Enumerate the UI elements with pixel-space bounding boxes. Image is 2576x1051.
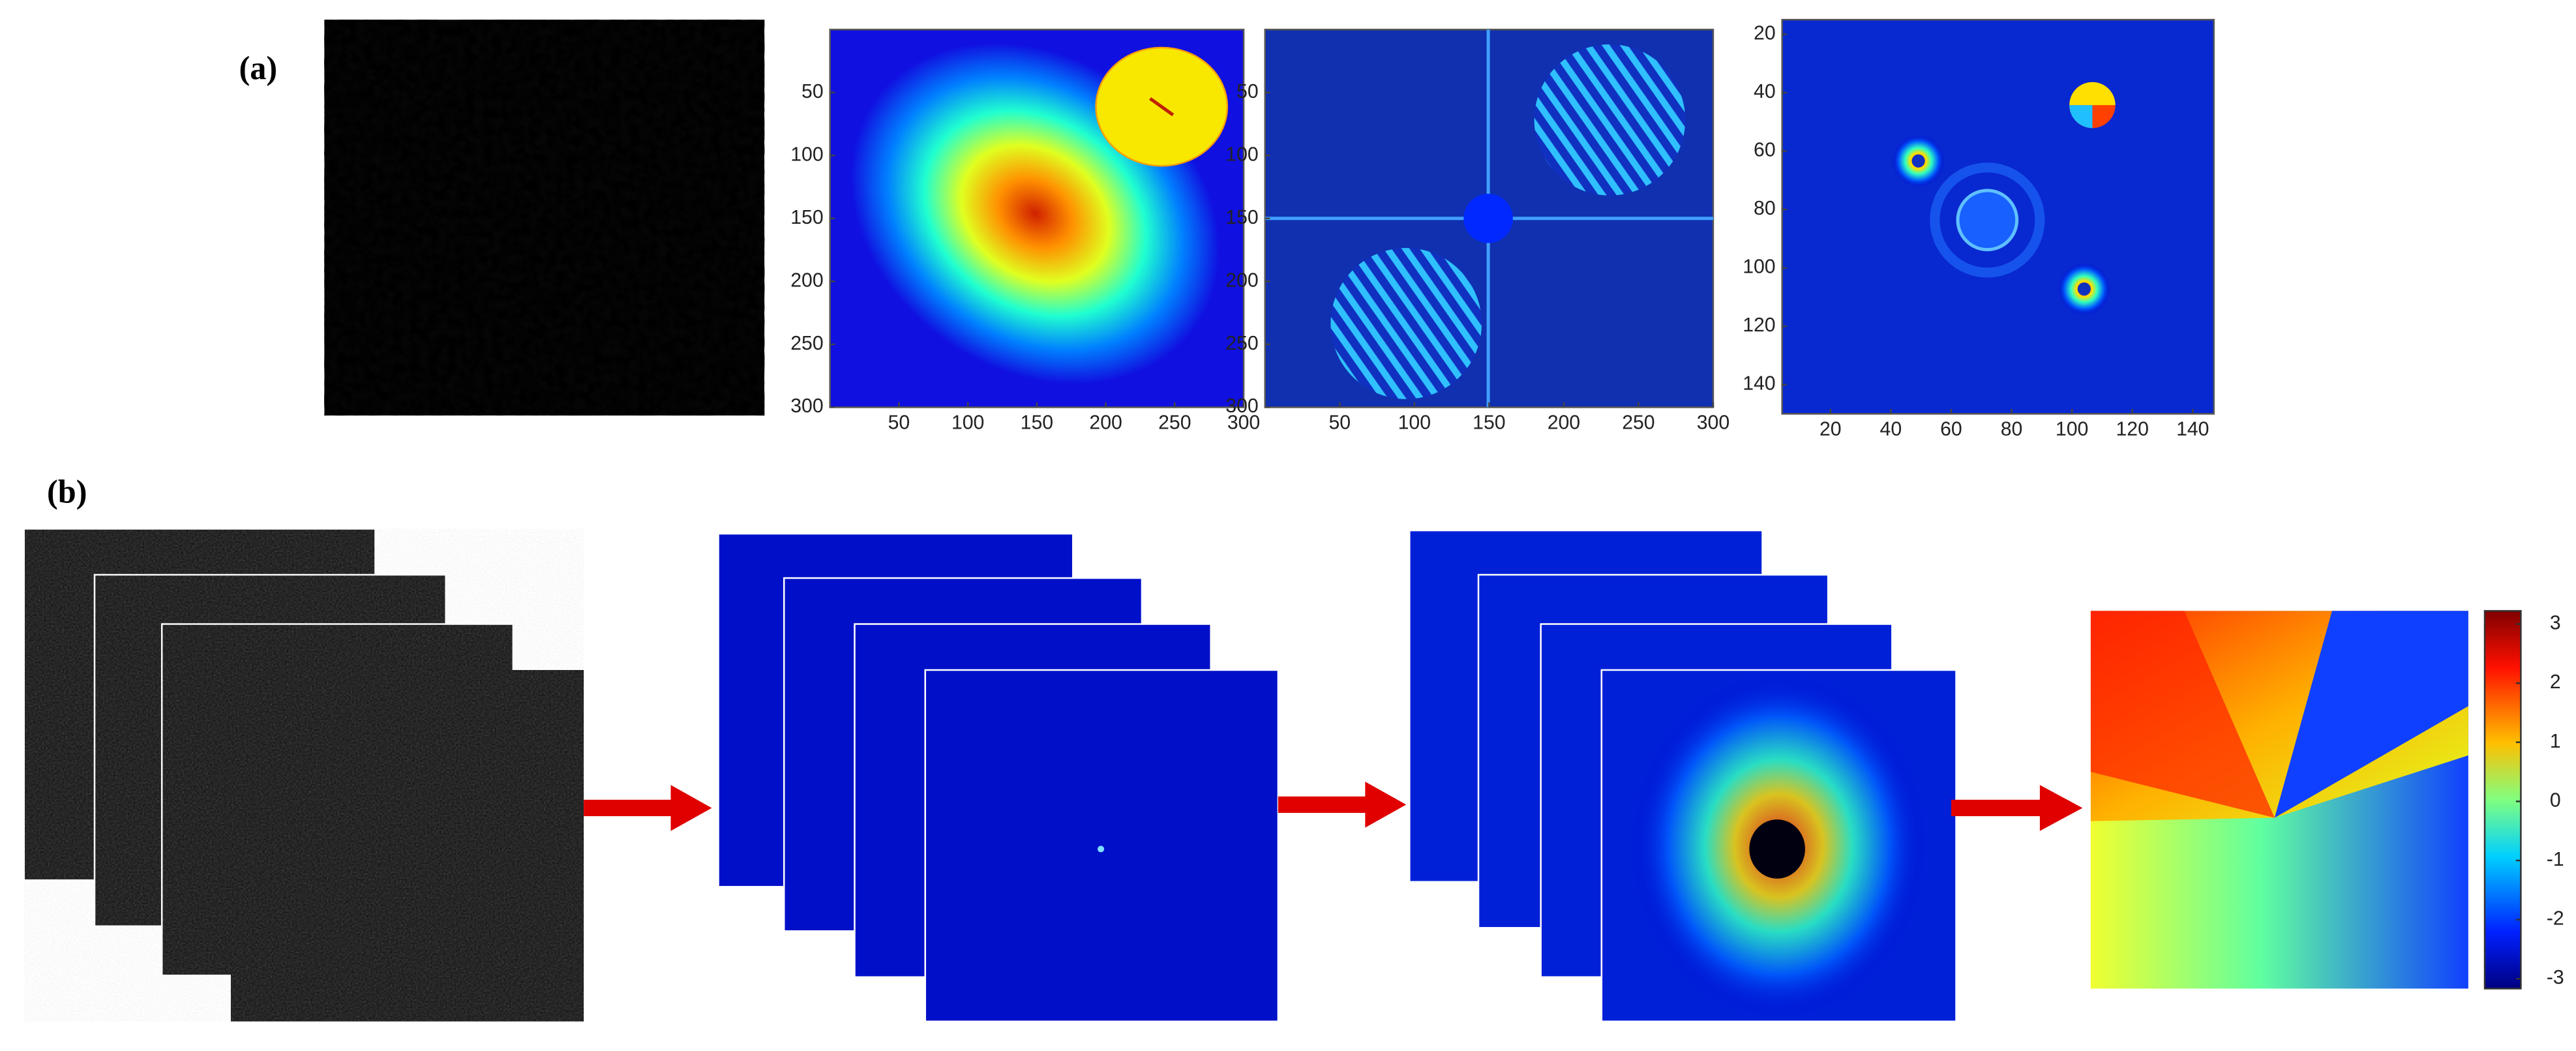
x-tick-label: 40 [1880, 418, 1902, 440]
y-tick-label: 60 [1754, 140, 1776, 161]
y-tick-label: 250 [790, 333, 823, 354]
x-tick-label: 20 [1820, 418, 1842, 440]
arrow [584, 785, 712, 831]
center-block [1463, 194, 1513, 243]
arrow-head [2039, 785, 2083, 831]
x-tick-label: 140 [2176, 418, 2209, 440]
x-tick-label: 80 [2001, 418, 2023, 440]
colorbar-tick-label: 3 [2550, 613, 2561, 634]
center-block [1956, 189, 2019, 252]
y-tick-label: 50 [1236, 81, 1259, 102]
x-tick-label: 300 [1697, 412, 1730, 433]
x-tick-label: 50 [1329, 412, 1351, 433]
x-tick-label: 250 [1622, 412, 1655, 433]
y-tick-label: 200 [790, 269, 823, 291]
colorbar-tick-label: 0 [2550, 789, 2561, 811]
y-tick-label: 250 [1225, 333, 1258, 354]
arrow [1278, 782, 1407, 828]
y-tick-label: 100 [790, 144, 823, 165]
beam-stop [1749, 819, 1805, 879]
colorbar-tick-label: 1 [2550, 731, 2561, 752]
x-tick-label: 150 [1473, 412, 1505, 433]
colorbar-tick-label: 2 [2550, 671, 2561, 693]
arrow-shaft [584, 799, 674, 817]
fringe-disk [1330, 248, 1482, 399]
y-tick-label: 150 [1225, 207, 1258, 228]
frame [924, 669, 1280, 1022]
inset-mark [1149, 97, 1175, 117]
phase-region [2090, 611, 2275, 818]
frame-stack [1409, 529, 1957, 1022]
y-tick-label: 200 [1225, 269, 1258, 291]
phase-inset-sector [2069, 105, 2093, 129]
x-tick-label: 150 [1021, 412, 1053, 433]
y-tick-label: 120 [1743, 314, 1775, 336]
x-tick-label: 100 [1398, 412, 1431, 433]
y-tick-label: 150 [790, 207, 823, 228]
panel-label: (b) [47, 473, 87, 510]
x-tick-label: 100 [2056, 418, 2088, 440]
colorbar-tick-label: -1 [2547, 849, 2564, 870]
y-tick-label: 140 [1743, 373, 1775, 395]
y-tick-label: 100 [1743, 256, 1775, 278]
noise-texture [23, 528, 584, 1022]
arrow-shaft [1951, 799, 2043, 817]
center-dot [1098, 845, 1105, 853]
ring [1930, 162, 2045, 278]
arrow-head [670, 785, 712, 831]
x-tick-label: 250 [1158, 412, 1191, 433]
colorbar-tick-label: -3 [2547, 967, 2564, 988]
colorbar-tick-label: -2 [2547, 908, 2564, 930]
panel-label: (a) [239, 50, 278, 86]
y-tick-label: 50 [801, 81, 824, 102]
fringe-disk [1534, 44, 1686, 196]
speckle-texture [324, 20, 765, 416]
vortex-core [1911, 154, 1925, 168]
x-tick-label: 50 [888, 412, 910, 433]
frame-stack [717, 532, 1280, 1022]
phase-inset-sector [2069, 82, 2116, 106]
arrow-shaft [1278, 796, 1369, 814]
y-tick-label: 300 [790, 395, 823, 417]
x-tick-label: 60 [1940, 418, 1962, 440]
y-tick-label: 40 [1754, 81, 1776, 102]
x-tick-label: 120 [2116, 418, 2149, 440]
x-tick-label: 200 [1089, 412, 1122, 433]
x-tick-label: 200 [1548, 412, 1580, 433]
y-tick-label: 20 [1754, 23, 1776, 44]
arrow-head [1365, 782, 1407, 828]
x-tick-label: 300 [1227, 412, 1260, 433]
phase-region [2274, 611, 2468, 818]
y-tick-label: 300 [1225, 395, 1258, 417]
y-tick-label: 100 [1225, 144, 1258, 165]
y-tick-label: 80 [1754, 198, 1776, 219]
colorbar [2483, 610, 2522, 990]
frame-stack [23, 528, 584, 1022]
arrow [1951, 785, 2083, 831]
x-tick-label: 100 [951, 412, 984, 433]
vortex-core [2077, 282, 2091, 296]
